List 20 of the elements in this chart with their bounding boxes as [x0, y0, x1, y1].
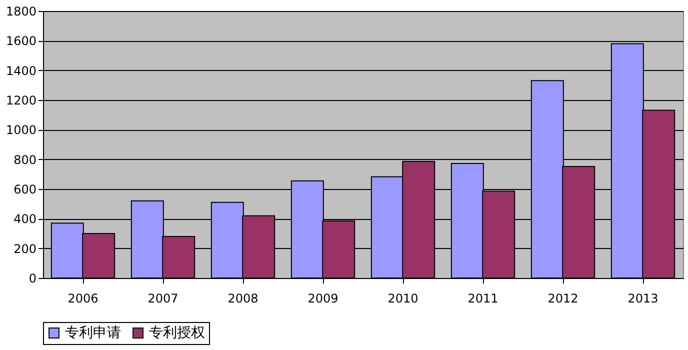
y-tick-label: 1600 [6, 34, 36, 48]
y-tick-label: 1400 [6, 64, 36, 78]
x-tick-label: 2011 [468, 292, 498, 306]
y-tick-label: 400 [14, 212, 36, 226]
x-tick-label: 2012 [548, 292, 578, 306]
y-tick-label: 0 [28, 272, 36, 286]
y-tick-label: 1800 [6, 4, 36, 18]
x-tick-label: 2007 [148, 292, 178, 306]
x-tick-label: 2008 [228, 292, 258, 306]
x-tick-label: 2009 [308, 292, 338, 306]
y-tick-label: 1000 [6, 123, 36, 138]
y-tick-label: 800 [14, 152, 36, 167]
y-tick-label: 600 [14, 182, 36, 196]
y-tick-label: 1200 [6, 94, 36, 108]
y-tick-label: 200 [14, 242, 36, 256]
legend-label: 专利申请 [65, 325, 121, 341]
x-tick-label: 2010 [388, 292, 418, 306]
x-tick-label: 2013 [628, 292, 658, 306]
legend-label: 专利授权 [149, 325, 205, 341]
x-tick-label: 2006 [68, 292, 98, 306]
